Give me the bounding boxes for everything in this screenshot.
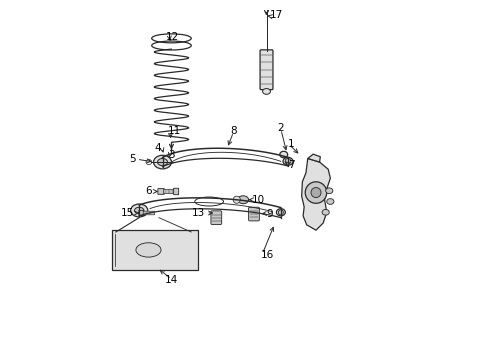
Text: 2: 2	[277, 123, 284, 133]
Ellipse shape	[157, 158, 168, 166]
Polygon shape	[302, 158, 330, 230]
Text: 13: 13	[192, 208, 205, 218]
Ellipse shape	[276, 209, 285, 216]
Text: 8: 8	[231, 126, 237, 135]
Ellipse shape	[131, 204, 148, 217]
FancyBboxPatch shape	[248, 207, 259, 221]
Ellipse shape	[322, 210, 329, 215]
Ellipse shape	[136, 243, 161, 257]
FancyBboxPatch shape	[143, 211, 155, 215]
Circle shape	[285, 158, 291, 164]
FancyBboxPatch shape	[260, 50, 273, 90]
Text: 12: 12	[166, 32, 179, 41]
Text: 7: 7	[288, 159, 294, 170]
Text: 16: 16	[261, 250, 274, 260]
Text: 3: 3	[168, 150, 174, 160]
Ellipse shape	[263, 89, 270, 94]
Text: 6: 6	[145, 186, 152, 197]
Circle shape	[305, 182, 327, 203]
Ellipse shape	[326, 188, 333, 194]
Text: 14: 14	[165, 275, 178, 285]
Text: 17: 17	[270, 10, 283, 20]
Text: 9: 9	[267, 209, 273, 219]
Text: 5: 5	[129, 154, 136, 164]
Text: 10: 10	[252, 195, 265, 205]
Ellipse shape	[283, 157, 293, 165]
Ellipse shape	[135, 207, 144, 214]
FancyBboxPatch shape	[139, 211, 144, 216]
Text: 15: 15	[121, 208, 134, 218]
Ellipse shape	[153, 155, 172, 169]
Polygon shape	[308, 154, 320, 162]
Ellipse shape	[238, 196, 248, 204]
Circle shape	[278, 210, 283, 215]
Text: 1: 1	[288, 139, 294, 149]
Ellipse shape	[327, 199, 334, 204]
Text: 4: 4	[154, 143, 161, 153]
Ellipse shape	[280, 151, 288, 158]
FancyBboxPatch shape	[164, 189, 174, 194]
FancyBboxPatch shape	[211, 211, 221, 225]
FancyBboxPatch shape	[173, 188, 179, 195]
Circle shape	[233, 196, 240, 203]
FancyBboxPatch shape	[112, 230, 198, 270]
FancyBboxPatch shape	[158, 189, 164, 194]
Circle shape	[311, 188, 321, 198]
Text: 11: 11	[168, 126, 181, 135]
